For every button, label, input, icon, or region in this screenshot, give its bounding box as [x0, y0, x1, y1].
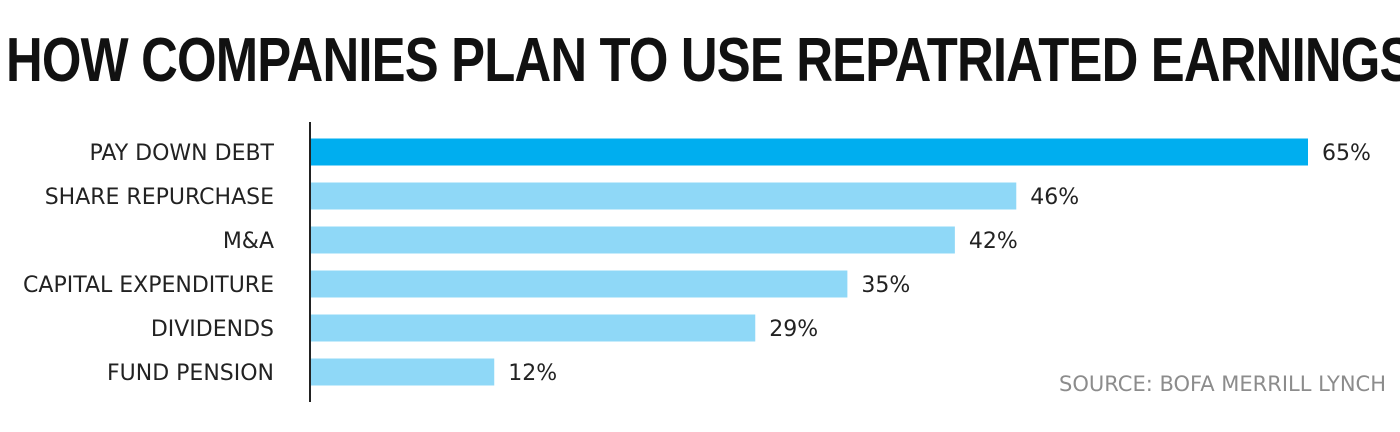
bar-pay-down-debt: [310, 138, 1308, 166]
category-label-share-repurchase: SHARE REPURCHASE: [45, 185, 274, 210]
category-labels: PAY DOWN DEBT SHARE REPURCHASE M&A CAPITAL …: [23, 141, 275, 386]
category-label-dividends: DIVIDENDS: [151, 317, 274, 342]
value-label-fund-pension: 12%: [508, 361, 557, 386]
category-label-fund-pension: FUND PENSION: [107, 361, 274, 386]
value-label-dividends: 29%: [769, 317, 818, 342]
value-label-share-repurchase: 46%: [1030, 185, 1079, 210]
bars-layer: [310, 138, 1308, 386]
category-label-pay-down-debt: PAY DOWN DEBT: [90, 141, 275, 166]
value-labels: 65% 46% 42% 35% 29% 12%: [508, 141, 1371, 386]
source-note: SOURCE: BOFA MERRILL LYNCH: [1059, 372, 1386, 396]
bar-dividends: [310, 314, 756, 342]
bar-manda: [310, 226, 955, 254]
bar-capital-expenditure: [310, 270, 848, 298]
value-label-pay-down-debt: 65%: [1322, 141, 1371, 166]
bar-fund-pension: [310, 358, 495, 386]
bar-share-repurchase: [310, 182, 1017, 210]
category-label-capital-expenditure: CAPITAL EXPENDITURE: [23, 273, 274, 298]
value-label-capital-expenditure: 35%: [861, 273, 910, 298]
category-label-manda: M&A: [223, 229, 274, 254]
chart-title: HOW COMPANIES PLAN TO USE REPATRIATED EA…: [6, 26, 1400, 95]
value-label-manda: 42%: [969, 229, 1018, 254]
